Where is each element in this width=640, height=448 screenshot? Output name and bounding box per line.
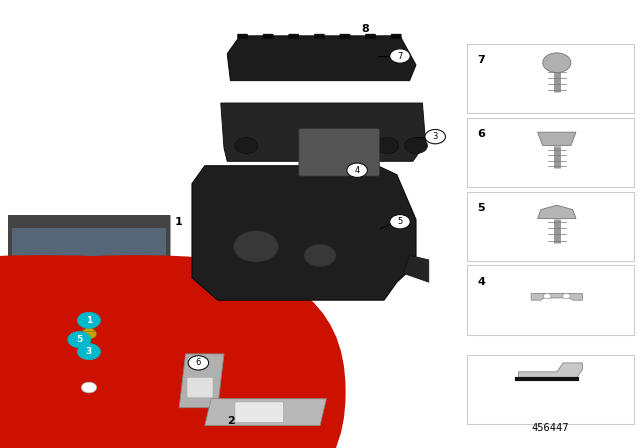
- FancyBboxPatch shape: [8, 215, 170, 435]
- Text: 5: 5: [397, 217, 403, 226]
- Text: 3: 3: [86, 347, 92, 356]
- Text: 7: 7: [397, 52, 403, 60]
- Text: 1: 1: [175, 217, 182, 227]
- Text: 4: 4: [477, 277, 485, 287]
- FancyBboxPatch shape: [38, 350, 140, 378]
- FancyBboxPatch shape: [50, 276, 128, 307]
- FancyBboxPatch shape: [263, 34, 273, 39]
- Polygon shape: [227, 36, 416, 81]
- FancyBboxPatch shape: [391, 34, 401, 39]
- Polygon shape: [205, 399, 326, 426]
- FancyBboxPatch shape: [127, 275, 170, 305]
- FancyBboxPatch shape: [467, 192, 634, 261]
- Polygon shape: [192, 166, 416, 300]
- Circle shape: [347, 163, 367, 177]
- FancyBboxPatch shape: [33, 332, 145, 336]
- FancyBboxPatch shape: [8, 385, 170, 421]
- FancyBboxPatch shape: [12, 228, 166, 269]
- Circle shape: [234, 231, 278, 262]
- FancyBboxPatch shape: [365, 34, 376, 39]
- Text: 6: 6: [196, 358, 201, 367]
- FancyBboxPatch shape: [467, 44, 634, 113]
- Circle shape: [563, 293, 570, 299]
- FancyBboxPatch shape: [0, 255, 326, 448]
- FancyBboxPatch shape: [467, 117, 634, 187]
- Polygon shape: [221, 103, 426, 161]
- Circle shape: [404, 138, 428, 154]
- Circle shape: [390, 49, 410, 63]
- FancyBboxPatch shape: [467, 355, 634, 425]
- FancyBboxPatch shape: [187, 377, 213, 398]
- Circle shape: [543, 53, 571, 73]
- Polygon shape: [518, 363, 582, 379]
- FancyBboxPatch shape: [33, 325, 145, 330]
- Circle shape: [376, 138, 399, 154]
- Circle shape: [235, 138, 258, 154]
- Circle shape: [77, 344, 100, 360]
- Polygon shape: [83, 325, 95, 332]
- Text: 5: 5: [477, 203, 485, 213]
- FancyBboxPatch shape: [299, 129, 380, 176]
- FancyBboxPatch shape: [26, 331, 152, 373]
- FancyBboxPatch shape: [0, 255, 346, 448]
- Polygon shape: [403, 255, 429, 282]
- FancyBboxPatch shape: [33, 339, 145, 343]
- Polygon shape: [538, 205, 576, 219]
- FancyBboxPatch shape: [314, 34, 324, 39]
- Circle shape: [390, 215, 410, 229]
- Circle shape: [81, 328, 97, 339]
- FancyBboxPatch shape: [8, 421, 170, 435]
- Polygon shape: [179, 354, 224, 408]
- FancyBboxPatch shape: [467, 265, 634, 335]
- FancyBboxPatch shape: [289, 34, 299, 39]
- FancyBboxPatch shape: [237, 34, 248, 39]
- FancyBboxPatch shape: [8, 215, 170, 278]
- FancyBboxPatch shape: [0, 255, 232, 448]
- Polygon shape: [538, 132, 576, 146]
- FancyBboxPatch shape: [340, 34, 350, 39]
- Text: 456447: 456447: [532, 423, 569, 433]
- Text: 8: 8: [361, 24, 369, 34]
- Text: 5: 5: [76, 335, 83, 344]
- Polygon shape: [531, 293, 582, 300]
- FancyBboxPatch shape: [0, 255, 258, 448]
- Text: 3: 3: [433, 132, 438, 141]
- Circle shape: [425, 129, 445, 144]
- Circle shape: [543, 293, 551, 299]
- Text: 2: 2: [227, 416, 235, 426]
- Text: 6: 6: [477, 129, 485, 139]
- Circle shape: [188, 356, 209, 370]
- Text: 4: 4: [355, 166, 360, 175]
- Circle shape: [304, 244, 336, 267]
- Circle shape: [68, 332, 91, 348]
- Text: 1: 1: [86, 316, 92, 325]
- Circle shape: [77, 312, 100, 328]
- Circle shape: [81, 382, 97, 393]
- FancyBboxPatch shape: [235, 402, 284, 422]
- FancyBboxPatch shape: [8, 275, 51, 305]
- Text: 7: 7: [477, 56, 485, 65]
